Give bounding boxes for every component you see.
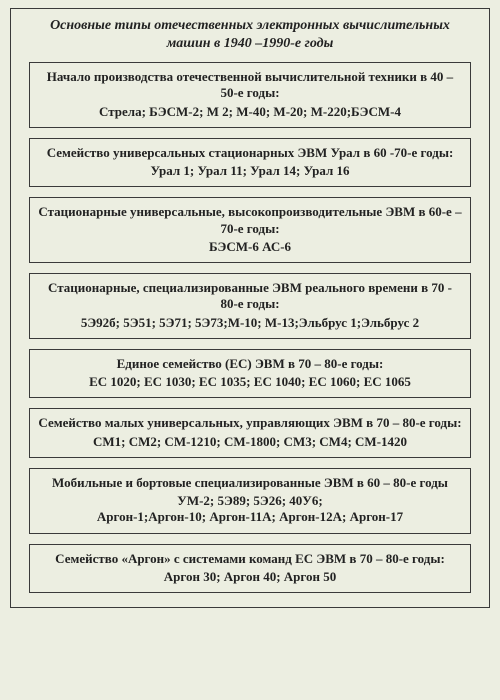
- section-heading: Семейство универсальных стационарных ЭВМ…: [38, 145, 462, 161]
- section-heading: Единое семейство (ЕС) ЭВМ в 70 – 80-е го…: [38, 356, 462, 372]
- section-body: УМ-2; 5Э89; 5Э26; 40У6;Аргон-1;Аргон-10;…: [38, 493, 462, 526]
- section-heading: Семейство малых универсальных, управляющ…: [38, 415, 462, 431]
- section-heading: Начало производства отечественной вычисл…: [38, 69, 462, 102]
- section-body: СМ1; СМ2; СМ-1210; СМ-1800; СМ3; СМ4; СМ…: [38, 434, 462, 450]
- section-box: Семейство малых универсальных, управляющ…: [29, 408, 471, 458]
- section-box: Семейство «Аргон» с системами команд ЕС …: [29, 544, 471, 594]
- section-heading: Стационарные, специализированные ЭВМ реа…: [38, 280, 462, 313]
- section-body: 5Э92б; 5Э51; 5Э71; 5Э73;М-10; М-13;Эльбр…: [38, 315, 462, 331]
- section-box: Начало производства отечественной вычисл…: [29, 62, 471, 128]
- section-box: Мобильные и бортовые специализированные …: [29, 468, 471, 534]
- section-heading: Мобильные и бортовые специализированные …: [38, 475, 462, 491]
- section-body: ЕС 1020; ЕС 1030; ЕС 1035; ЕС 1040; ЕС 1…: [38, 374, 462, 390]
- section-body: БЭСМ-6 АС-6: [38, 239, 462, 255]
- outer-frame: Основные типы отечественных электронных …: [10, 8, 490, 608]
- section-box: Единое семейство (ЕС) ЭВМ в 70 – 80-е го…: [29, 349, 471, 399]
- section-heading: Семейство «Аргон» с системами команд ЕС …: [38, 551, 462, 567]
- page-title: Основные типы отечественных электронных …: [31, 17, 469, 52]
- section-box: Стационарные, специализированные ЭВМ реа…: [29, 273, 471, 339]
- section-body: Стрела; БЭСМ-2; М 2; М-40; М-20; М-220;Б…: [38, 104, 462, 120]
- section-body: Урал 1; Урал 11; Урал 14; Урал 16: [38, 163, 462, 179]
- section-body: Аргон 30; Аргон 40; Аргон 50: [38, 569, 462, 585]
- section-heading: Стационарные универсальные, высокопроизв…: [38, 204, 462, 237]
- section-box: Стационарные универсальные, высокопроизв…: [29, 197, 471, 263]
- section-box: Семейство универсальных стационарных ЭВМ…: [29, 138, 471, 188]
